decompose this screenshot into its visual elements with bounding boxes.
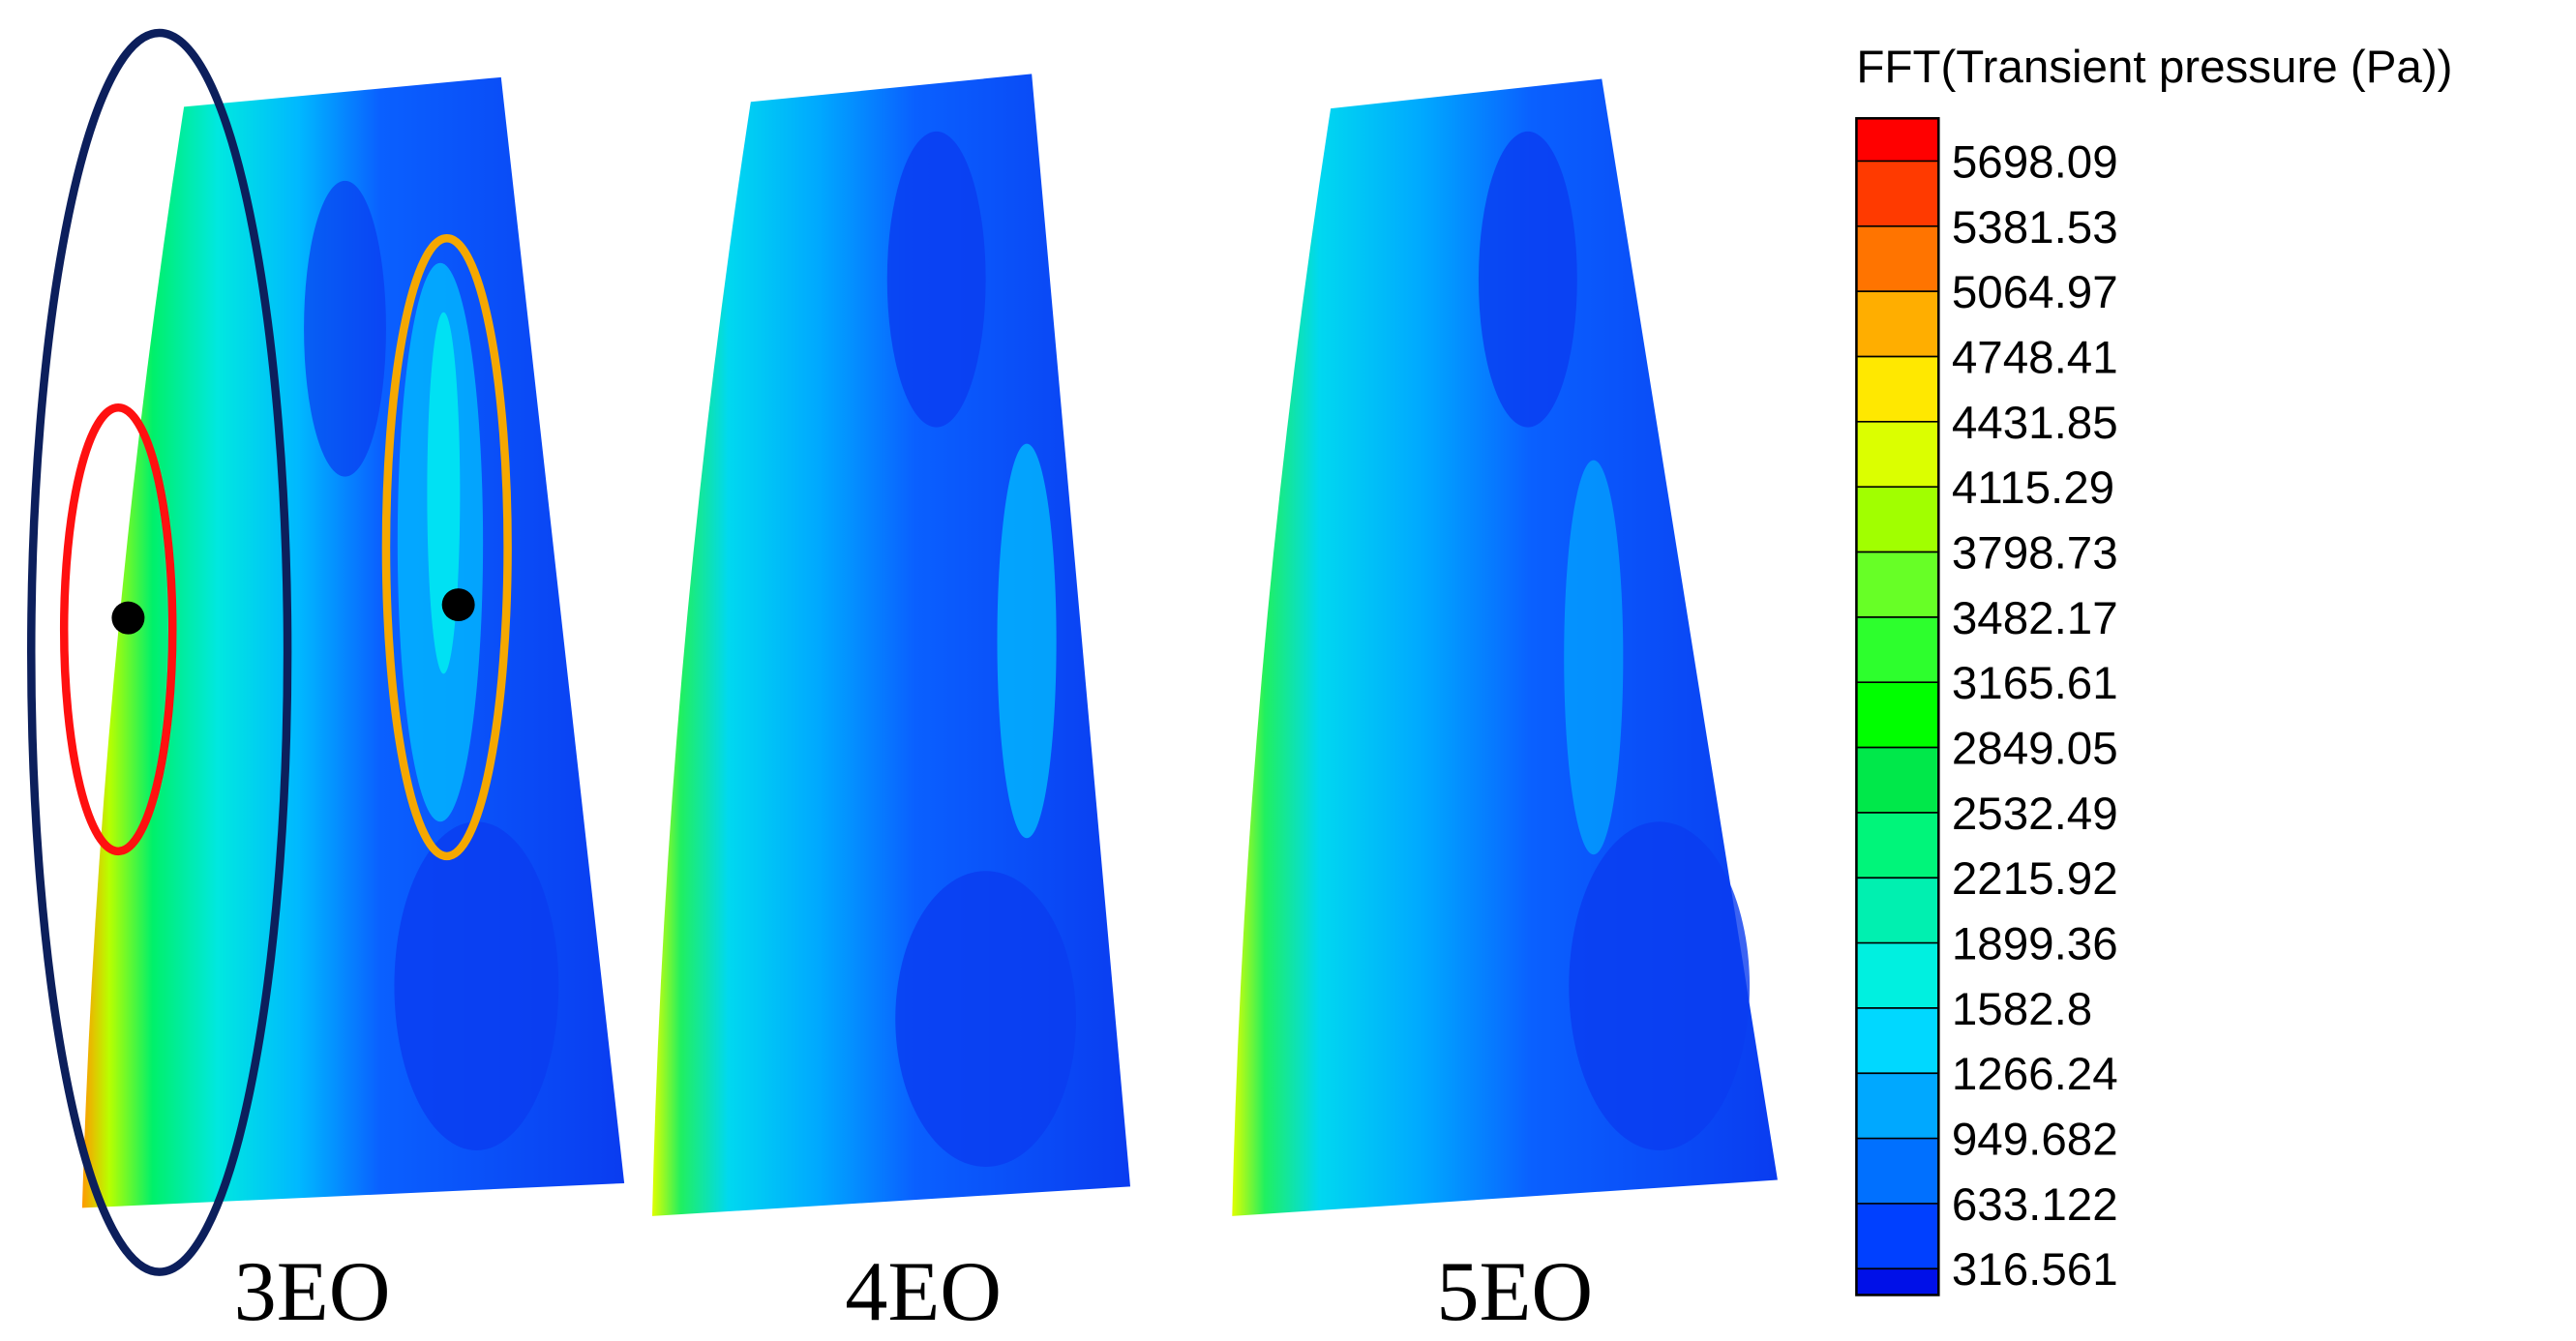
- region-outline: [27, 28, 292, 1276]
- colorbar-label: 5698.09: [1952, 136, 2118, 188]
- panel-label: 4EO: [845, 1244, 1002, 1339]
- probe-point: [111, 601, 145, 635]
- colorbar-band: [1856, 356, 1939, 422]
- colorbar-band: [1856, 1138, 1939, 1204]
- region-outline: [59, 402, 177, 856]
- colorbar-band: [1856, 1073, 1939, 1139]
- colorbar-band: [1856, 225, 1939, 292]
- colorbar-band: [1856, 1007, 1939, 1074]
- colorbar-label: 949.682: [1952, 1115, 2118, 1166]
- panel-label: 5EO: [1436, 1244, 1593, 1339]
- region-outline: [381, 234, 512, 861]
- colorbar-label: 316.561: [1952, 1244, 2118, 1296]
- colorbar-band: [1856, 682, 1939, 748]
- colorbar-label: 1582.8: [1952, 984, 2092, 1035]
- blade-5eo: [1232, 78, 1778, 1216]
- colorbar-band: [1856, 1203, 1939, 1269]
- colorbar-band: [1856, 878, 1939, 943]
- colorbar-label: 5064.97: [1952, 267, 2118, 318]
- colorbar-label: 633.122: [1952, 1179, 2118, 1231]
- colorbar-label: 3798.73: [1952, 527, 2118, 579]
- colorbar-label: 4115.29: [1952, 462, 2114, 514]
- colorbar-band: [1856, 1268, 1939, 1296]
- colorbar-label: 3482.17: [1952, 593, 2118, 644]
- blade-3eo: [81, 76, 625, 1208]
- colorbar-band: [1856, 551, 1939, 617]
- colorbar-label: 4431.85: [1952, 398, 2118, 449]
- colorbar-label: 2215.92: [1952, 853, 2118, 905]
- colorbar-band: [1856, 118, 1939, 162]
- colorbar-band: [1856, 161, 1939, 226]
- colorbar-band: [1856, 942, 1939, 1008]
- colorbar: 5698.09 5381.53 5064.97 4748.41 4431.85 4115.…: [1855, 117, 2118, 1296]
- colorbar-label: 5381.53: [1952, 202, 2118, 253]
- colorbar-label: 1266.24: [1952, 1049, 2118, 1100]
- colorbar-band: [1856, 421, 1939, 488]
- colorbar-band: [1856, 812, 1939, 879]
- colorbar-label: 2532.49: [1952, 789, 2118, 840]
- colorbar-band: [1856, 616, 1939, 683]
- colorbar-label: 2849.05: [1952, 724, 2118, 775]
- colorbar-label: 3165.61: [1952, 658, 2118, 709]
- colorbar-band: [1856, 747, 1939, 813]
- legend-title: FFT(Transient pressure (Pa)): [1856, 42, 2452, 93]
- colorbar-frame: [1855, 117, 1940, 1296]
- blade-4eo: [651, 74, 1131, 1216]
- colorbar-label: 1899.36: [1952, 919, 2118, 970]
- colorbar-band: [1856, 291, 1939, 357]
- panel-label: 3EO: [234, 1244, 391, 1339]
- probe-point: [441, 588, 475, 622]
- colorbar-label: 4748.41: [1952, 332, 2118, 383]
- colorbar-band: [1856, 487, 1939, 552]
